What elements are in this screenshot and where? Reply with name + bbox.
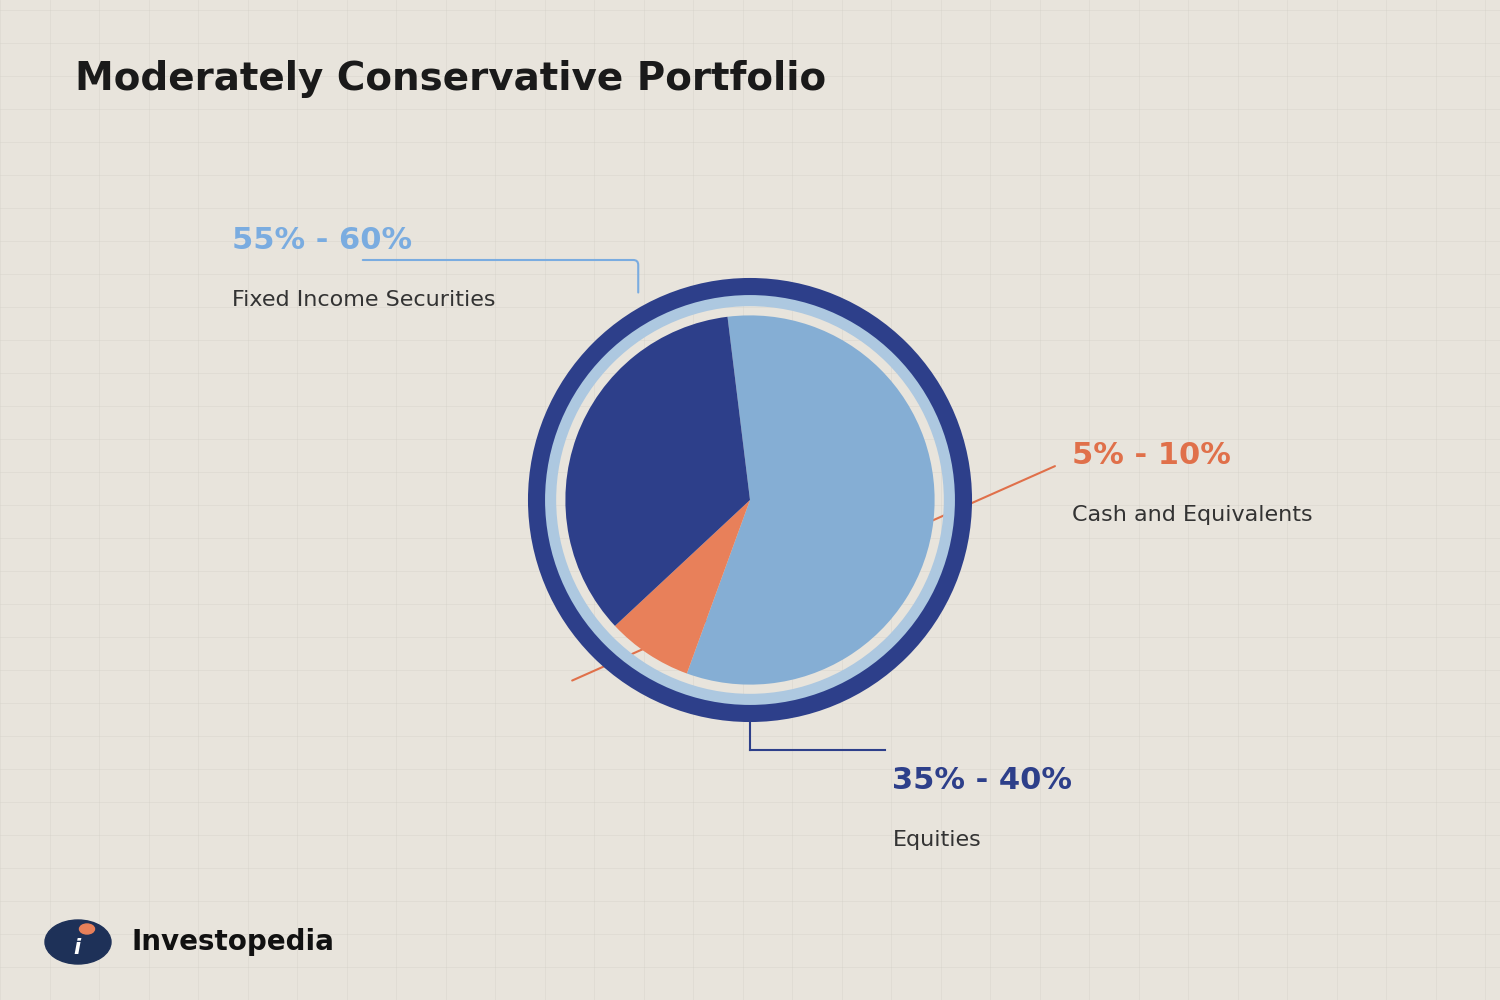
Text: 35% - 40%: 35% - 40% [892,766,1072,795]
Wedge shape [687,315,934,685]
Text: Moderately Conservative Portfolio: Moderately Conservative Portfolio [75,60,826,98]
Wedge shape [566,317,750,626]
Circle shape [80,924,94,934]
Circle shape [45,920,111,964]
Text: Fixed Income Securities: Fixed Income Securities [232,290,496,310]
Text: Investopedia: Investopedia [132,928,334,956]
Text: 5% - 10%: 5% - 10% [1072,441,1232,470]
Text: 55% - 60%: 55% - 60% [232,226,412,255]
Wedge shape [615,500,750,673]
Text: Cash and Equivalents: Cash and Equivalents [1072,505,1312,525]
Text: i: i [74,938,80,958]
Text: Equities: Equities [892,830,981,850]
